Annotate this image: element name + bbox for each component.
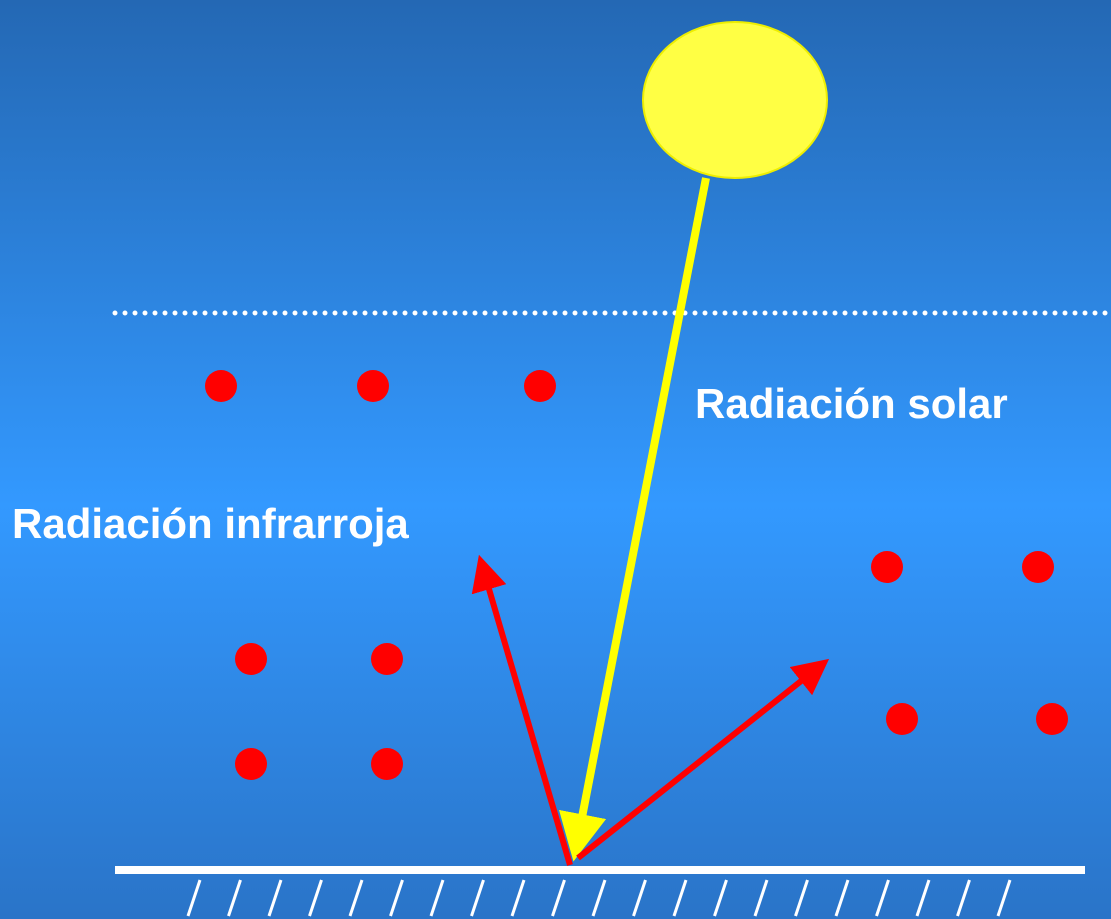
molecule [357, 370, 389, 402]
page: Radiación solar Radiación infrarroja (()… [0, 0, 1111, 919]
molecule [871, 551, 903, 583]
background [0, 0, 1111, 919]
molecule [1022, 551, 1054, 583]
molecule [205, 370, 237, 402]
molecule [1036, 703, 1068, 735]
infrared-label: Radiación infrarroja [12, 500, 409, 547]
molecule [371, 748, 403, 780]
molecule [886, 703, 918, 735]
molecule [524, 370, 556, 402]
diagram: Radiación solar Radiación infrarroja [0, 0, 1111, 919]
molecule [235, 748, 267, 780]
sun [643, 22, 827, 178]
molecule [371, 643, 403, 675]
molecule [235, 643, 267, 675]
solar-label: Radiación solar [695, 380, 1008, 427]
